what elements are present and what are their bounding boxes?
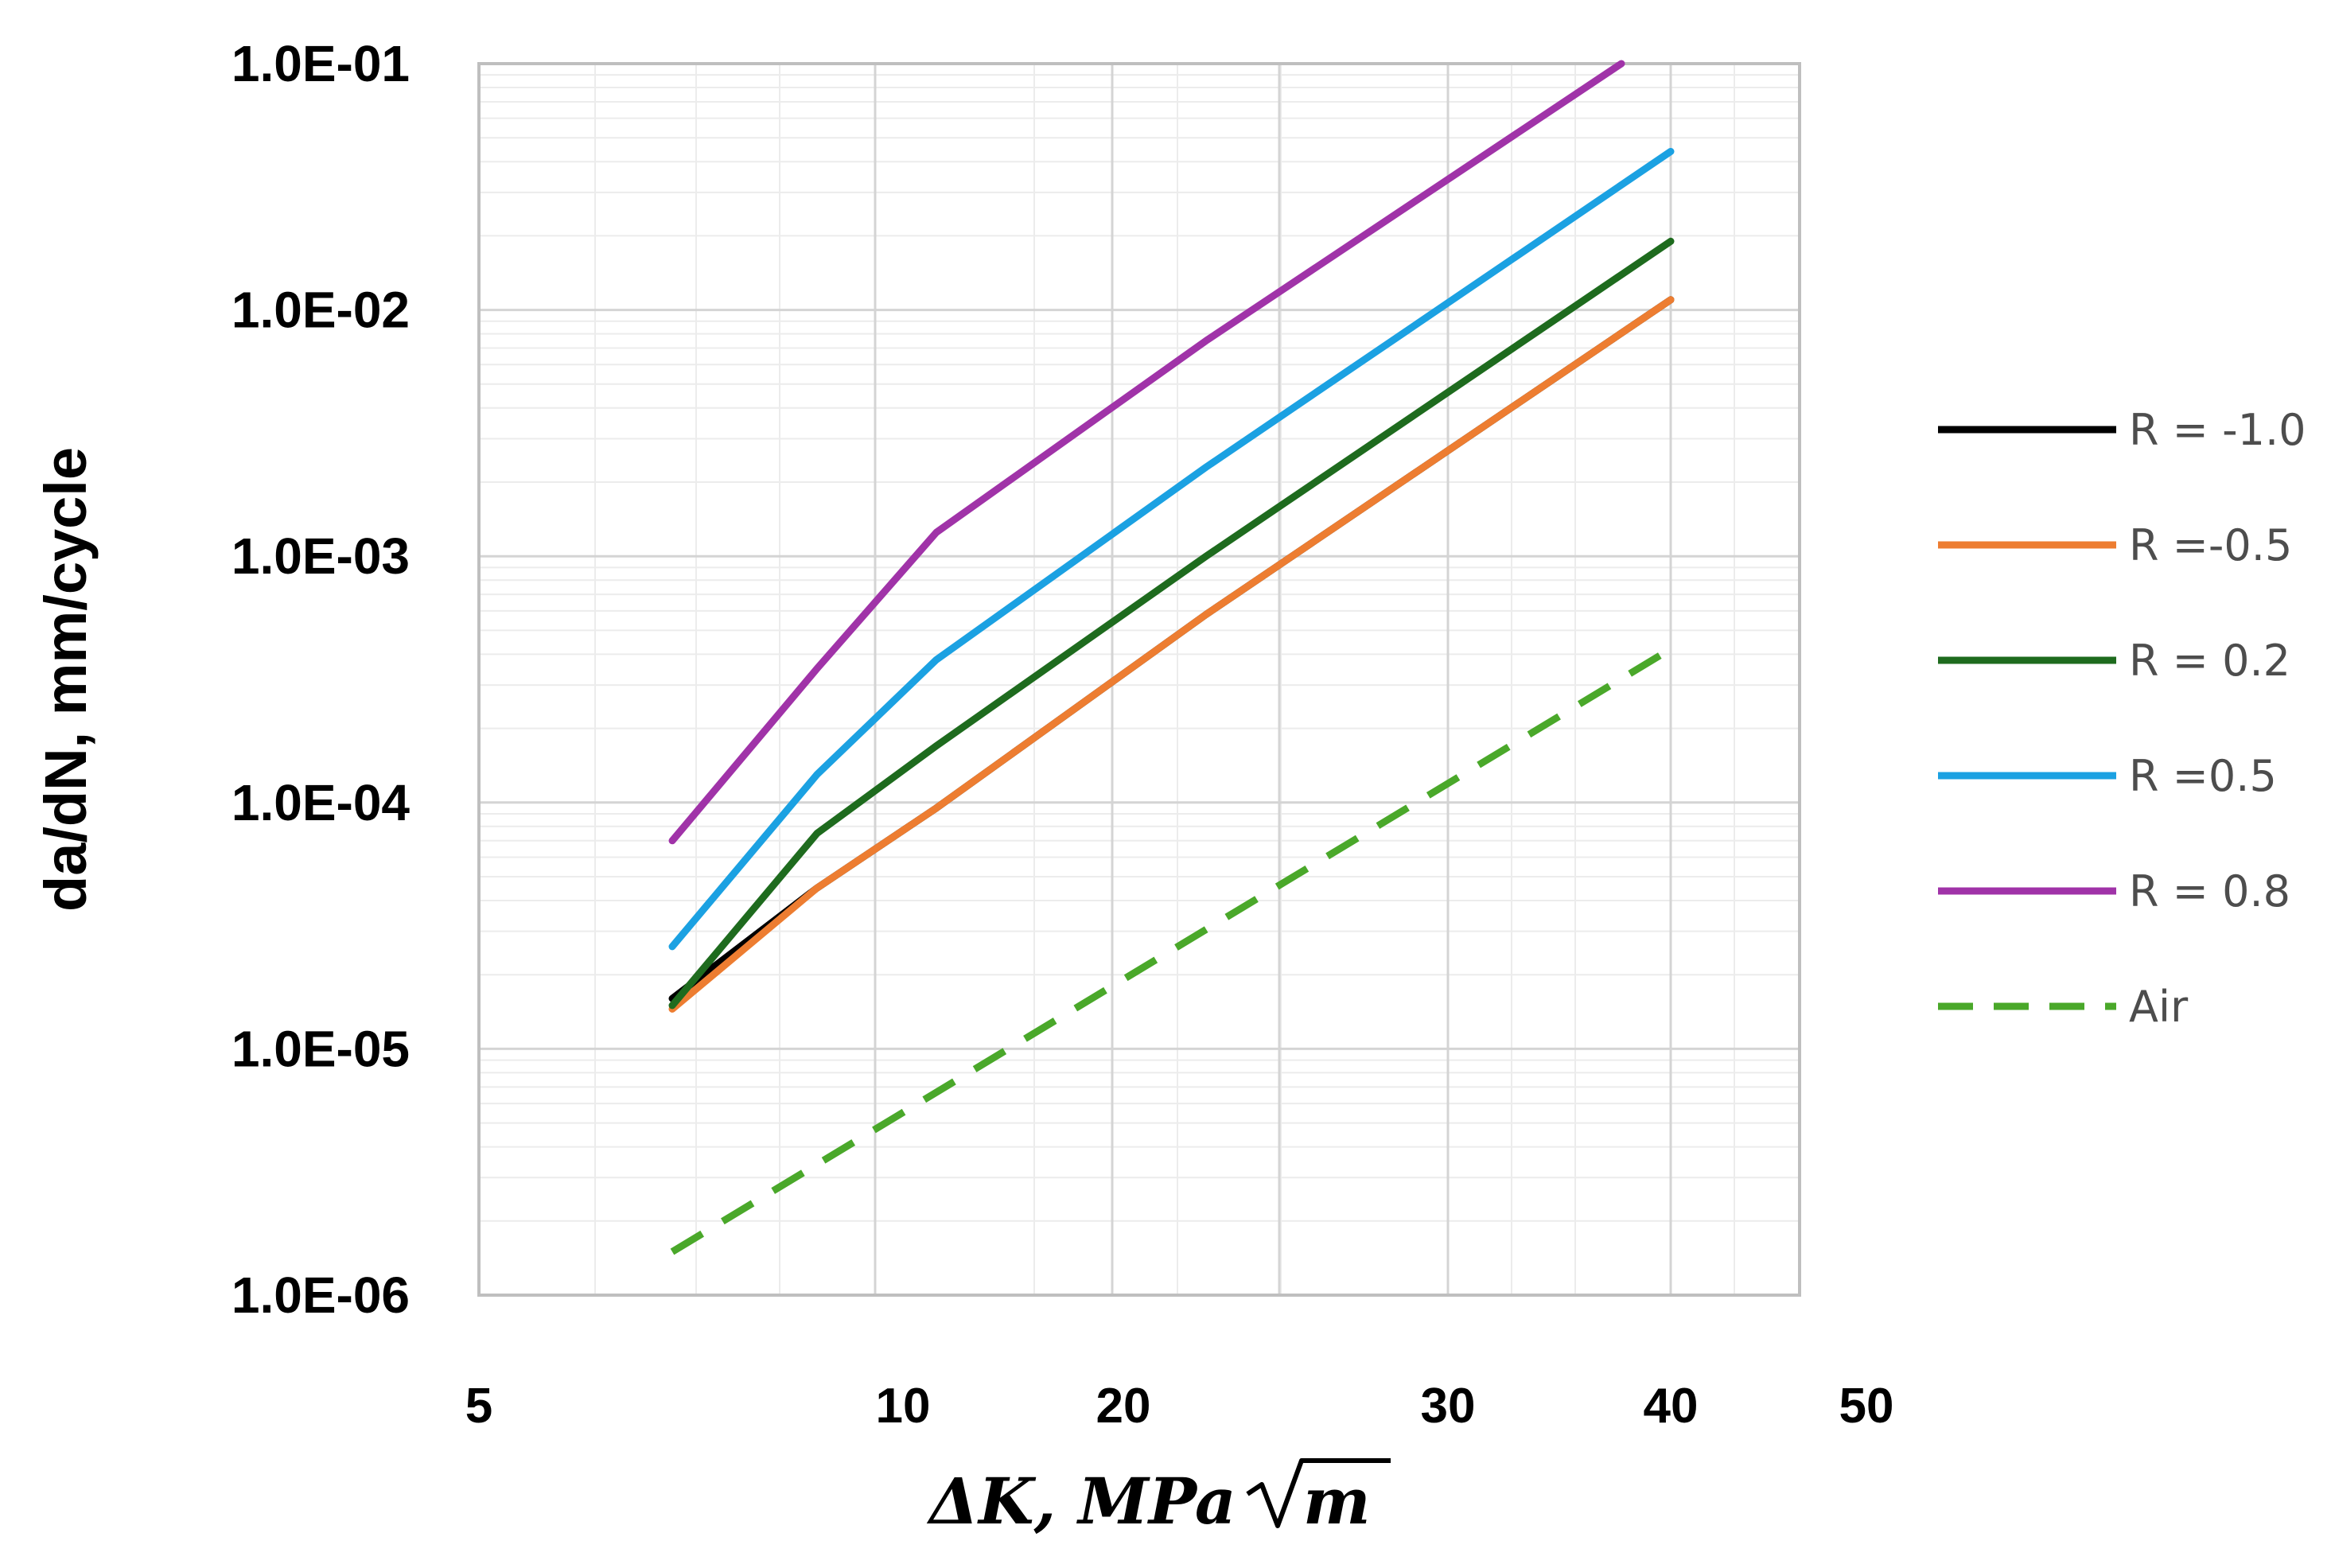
svg-text:m: m xyxy=(1303,1464,1371,1539)
x-axis-label: ΔK, MPa m xyxy=(926,1458,1391,1539)
series-line-4 xyxy=(668,60,1625,845)
series-line-5 xyxy=(670,645,1673,1255)
x-tick-label: 5 xyxy=(465,1379,492,1434)
x-tick-label: 50 xyxy=(1839,1379,1894,1434)
series-line-1 xyxy=(668,296,1675,1013)
y-tick-label: 1.0E-03 xyxy=(232,527,410,585)
y-tick-label: 1.0E-05 xyxy=(232,1020,410,1077)
legend-label-3: R =0.5 xyxy=(2129,751,2277,801)
x-tick-label: 30 xyxy=(1421,1379,1476,1434)
x-axis-ticks: 5 10 20 30 40 50 xyxy=(465,1379,1894,1434)
y-tick-label: 1.0E-04 xyxy=(232,774,411,831)
x-tick-label: 20 xyxy=(1096,1379,1151,1434)
series-line-3 xyxy=(668,147,1675,951)
series-layer xyxy=(668,60,1675,1255)
y-tick-label: 1.0E-06 xyxy=(232,1266,410,1324)
sqrt-symbol xyxy=(1246,1458,1391,1528)
y-axis-label: da/dN, mm/cycle xyxy=(33,447,99,912)
legend-label-4: R = 0.8 xyxy=(2129,866,2290,916)
y-axis-ticks: 1.0E-06 1.0E-05 1.0E-04 1.0E-03 1.0E-02 1.0E-… xyxy=(232,35,411,1324)
y-tick-label: 1.0E-01 xyxy=(232,35,410,92)
plot-area-border xyxy=(477,62,1801,1297)
x-axis-label-radicand: m xyxy=(1303,1464,1371,1539)
legend-label-5: Air xyxy=(2129,982,2189,1032)
legend-label-0: R = -1.0 xyxy=(2129,405,2306,455)
x-axis-label-main: ΔK, MPa xyxy=(926,1464,1236,1539)
y-tick-label: 1.0E-02 xyxy=(232,282,410,339)
x-tick-label: 40 xyxy=(1644,1379,1699,1434)
legend-label-2: R = 0.2 xyxy=(2129,636,2290,686)
legend: R = -1.0 R =-0.5 R = 0.2 R =0.5 R = 0.8 Air xyxy=(1938,405,2306,1032)
x-tick-label: 10 xyxy=(876,1379,931,1434)
legend-label-1: R =-0.5 xyxy=(2129,520,2292,570)
series-line-2 xyxy=(668,237,1675,1010)
svg-text:ΔK, MPa: ΔK, MPa xyxy=(926,1464,1236,1539)
